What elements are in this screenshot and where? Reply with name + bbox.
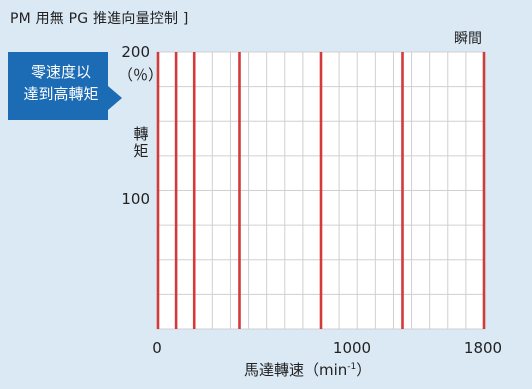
y-axis-label-char: 轉	[133, 125, 149, 143]
x-axis-label-end: ）	[356, 361, 372, 379]
x-axis-label-exponent: -1	[347, 362, 357, 372]
y-axis-label: 轉矩	[133, 126, 149, 160]
y-axis-label-text: 轉矩	[133, 126, 149, 160]
y-axis-label-char: 矩	[133, 142, 149, 160]
y-tick-200: 200	[121, 43, 150, 61]
y-unit-label: （％）	[118, 66, 164, 84]
chart-title: PM 用無 PG 推進向量控制 ]	[10, 11, 189, 27]
x-axis-label-text: 馬達轉速（min	[244, 361, 348, 379]
instant-annotation: 瞬間	[454, 31, 482, 47]
x-axis-label: 馬達轉速（min-1）	[244, 359, 371, 380]
x-tick-1800: 1800	[463, 339, 503, 357]
x-tick-1000: 1000	[332, 339, 372, 357]
callout-arrow	[108, 86, 122, 110]
callout-line-1: 零速度以	[30, 63, 91, 81]
series-group	[156, 52, 486, 329]
callout-line-2: 達到高轉矩	[23, 85, 99, 103]
y-tick-100: 100	[121, 190, 150, 208]
callout-box: 零速度以 達到高轉矩	[8, 52, 108, 120]
x-tick-0: 0	[152, 339, 162, 357]
